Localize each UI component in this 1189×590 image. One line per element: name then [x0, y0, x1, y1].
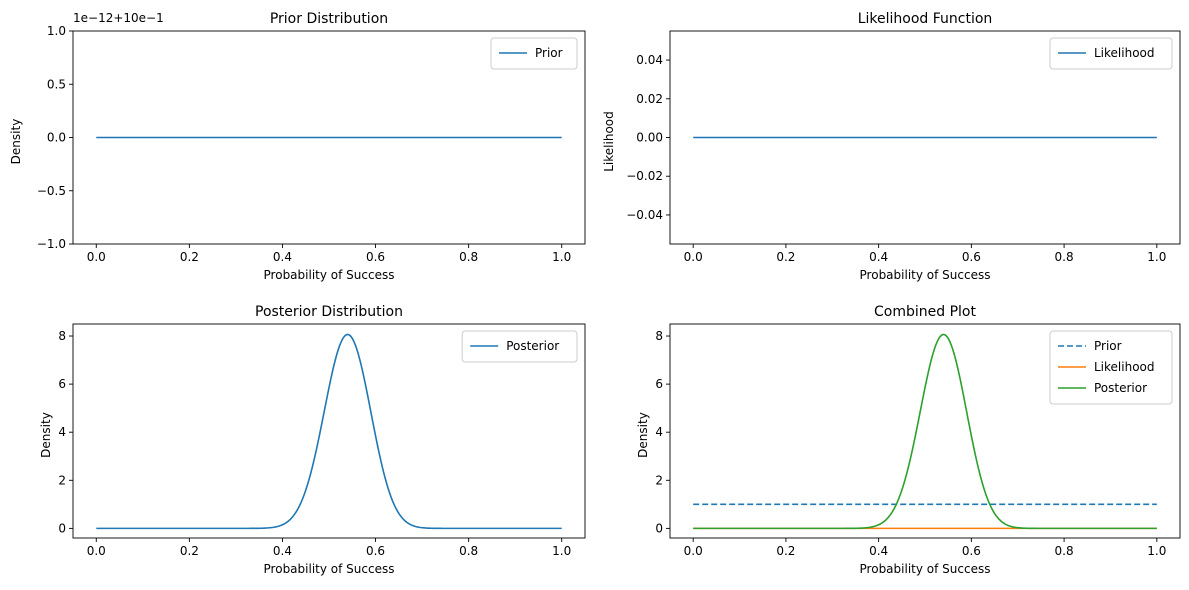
x-tick-label: 0.0	[684, 250, 703, 264]
x-tick-label: 0.2	[180, 544, 199, 558]
y-tick-label: −0.02	[626, 169, 663, 183]
x-axis-label: Probability of Success	[264, 268, 395, 282]
legend-entry: Prior	[1094, 339, 1122, 353]
y-tick-label: 2	[58, 473, 66, 487]
x-tick-label: 0.4	[869, 250, 888, 264]
chart-title: Combined Plot	[874, 304, 976, 320]
legend: Prior	[490, 37, 578, 70]
x-tick-label: 0.2	[776, 544, 795, 558]
x-tick-label: 0.0	[87, 544, 106, 558]
x-axis-label: Probability of Success	[264, 562, 395, 576]
x-tick-label: 1.0	[1147, 250, 1166, 264]
chart-title: Likelihood Function	[858, 11, 993, 27]
subplot-4: Combined Plot 0.0 0.2 0.4 0.6 0.8 1.0 0 2 4 6 8 Prob…	[636, 304, 1181, 576]
legend-entry: Prior	[535, 46, 563, 60]
y-tick-label: 2	[655, 473, 663, 487]
y-tick-label: 0.04	[636, 53, 663, 67]
legend: Prior Likelihood Posterior	[1049, 330, 1173, 405]
x-tick-label: 0.6	[366, 544, 385, 558]
legend-entry: Posterior	[506, 339, 559, 353]
legend-box	[1049, 37, 1173, 70]
series-line-posterior	[96, 333, 562, 530]
x-tick-label: 1.0	[552, 544, 571, 558]
y-axis-label: Density	[636, 412, 650, 458]
y-tick-label: 0.00	[636, 131, 663, 145]
legend: Likelihood	[1049, 37, 1173, 70]
legend-entry: Likelihood	[1094, 46, 1155, 60]
x-tick-label: 0.6	[366, 250, 385, 264]
y-tick-label: 8	[58, 329, 66, 343]
y-tick-label: 0	[655, 521, 663, 535]
y-tick-label: 6	[655, 377, 663, 391]
y-tick-label: −1.0	[37, 237, 66, 251]
chart-title: Prior Distribution	[270, 11, 388, 27]
y-tick-label: 6	[58, 377, 66, 391]
axes-frame	[669, 323, 1181, 539]
x-tick-label: 0.8	[459, 250, 478, 264]
x-tick-label: 0.8	[1055, 544, 1074, 558]
x-tick-label: 0.0	[87, 250, 106, 264]
y-tick-label: 0.02	[636, 92, 663, 106]
chart-title: Posterior Distribution	[255, 304, 403, 320]
x-tick-label: 1.0	[552, 250, 571, 264]
legend-entry: Posterior	[1094, 381, 1147, 395]
x-axis-label: Probability of Success	[860, 268, 991, 282]
x-tick-label: 0.2	[776, 250, 795, 264]
x-tick-label: 0.6	[962, 250, 981, 264]
x-tick-label: 1.0	[1147, 544, 1166, 558]
x-tick-label: 0.4	[869, 544, 888, 558]
axes-frame	[72, 323, 586, 539]
x-tick-label: 0.0	[684, 544, 703, 558]
y-tick-label: 8	[655, 329, 663, 343]
x-tick-label: 0.4	[273, 250, 292, 264]
series-line-posterior	[693, 333, 1157, 530]
x-axis-label: Probability of Success	[860, 562, 991, 576]
legend-box	[490, 37, 578, 70]
x-tick-label: 0.6	[962, 544, 981, 558]
y-axis-label: Likelihood	[602, 111, 616, 172]
y-tick-label: 0	[58, 521, 66, 535]
y-tick-label: 4	[655, 425, 663, 439]
legend: Posterior	[461, 330, 578, 363]
y-tick-label: −0.5	[37, 184, 66, 198]
y-axis-label: Density	[39, 412, 53, 458]
x-tick-label: 0.8	[459, 544, 478, 558]
x-tick-label: 0.2	[180, 250, 199, 264]
y-tick-label: 0.0	[47, 131, 66, 145]
legend-box	[461, 330, 578, 363]
legend-box	[1049, 330, 1173, 405]
subplot-2: Likelihood Function 0.0 0.2 0.4 0.6 0.8 1.0 −0.…	[602, 11, 1181, 282]
x-tick-label: 0.8	[1055, 250, 1074, 264]
y-tick-label: 1.0	[47, 24, 66, 38]
legend-entry: Likelihood	[1094, 360, 1155, 374]
y-tick-label: −0.04	[626, 208, 663, 222]
subplot-3: Posterior Distribution 0.0 0.2 0.4 0.6 0.8 1.0…	[39, 304, 586, 576]
y-tick-label: 0.5	[47, 77, 66, 91]
x-tick-label: 0.4	[273, 544, 292, 558]
subplot-1: Prior Distribution 0.0 0.2 0.4 0.6 0.8 1.0 −1.0…	[9, 11, 586, 282]
y-axis-label: Density	[9, 119, 23, 165]
axis-offset-text: 1e−12+10e−1	[73, 11, 164, 25]
y-tick-label: 4	[58, 425, 66, 439]
